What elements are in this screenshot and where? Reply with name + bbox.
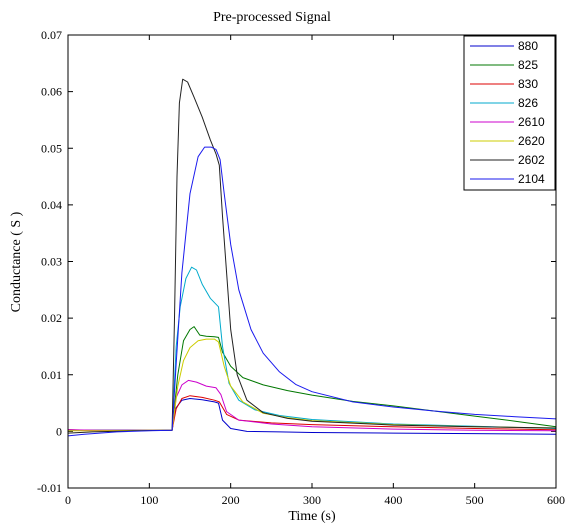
- x-tick-label: 600: [547, 493, 565, 507]
- x-tick-label: 200: [222, 493, 240, 507]
- legend-box: [463, 35, 556, 191]
- chart-title: Pre-processed Signal: [213, 10, 331, 25]
- x-tick-label: 300: [303, 493, 321, 507]
- legend-label-825: 825: [518, 58, 538, 72]
- x-tick-label: 100: [140, 493, 158, 507]
- y-tick-label: 0.06: [41, 85, 62, 99]
- legend-label-2620: 2620: [518, 134, 545, 148]
- legend-label-2610: 2610: [518, 115, 545, 129]
- x-tick-label: 0: [65, 493, 71, 507]
- legend-label-2602: 2602: [518, 153, 545, 167]
- x-tick-label: 400: [384, 493, 402, 507]
- x-tick-label: 500: [466, 493, 484, 507]
- y-tick-label: 0.02: [41, 311, 62, 325]
- x-axis-ticks: 0 100 200 300 400 500 600: [65, 35, 565, 507]
- series-line-2602: [67, 78, 557, 434]
- series-line-2104: [67, 146, 557, 437]
- legend-label-880: 880: [518, 39, 538, 53]
- legend: 880 825 830 826 2610 2620 2602 2104: [463, 35, 556, 191]
- legend-label-830: 830: [518, 77, 538, 91]
- y-tick-label: 0: [56, 424, 62, 438]
- y-tick-label: -0.01: [37, 481, 62, 495]
- series-lines: [67, 78, 557, 437]
- x-axis-label: Time (s): [288, 509, 336, 524]
- y-tick-label: 0.03: [41, 255, 62, 269]
- y-tick-label: 0.04: [41, 198, 62, 212]
- y-axis-ticks: -0.01 0 0.01 0.02 0.03 0.04 0.05 0.06 0.07: [37, 28, 556, 495]
- legend-label-2104: 2104: [518, 172, 545, 186]
- y-axis-label: Conductance ( S ): [9, 211, 24, 312]
- axes-box: [67, 34, 557, 489]
- y-tick-label: 0.05: [41, 141, 62, 155]
- y-tick-label: 0.01: [41, 368, 62, 382]
- legend-label-826: 826: [518, 96, 538, 110]
- y-tick-label: 0.07: [41, 28, 62, 42]
